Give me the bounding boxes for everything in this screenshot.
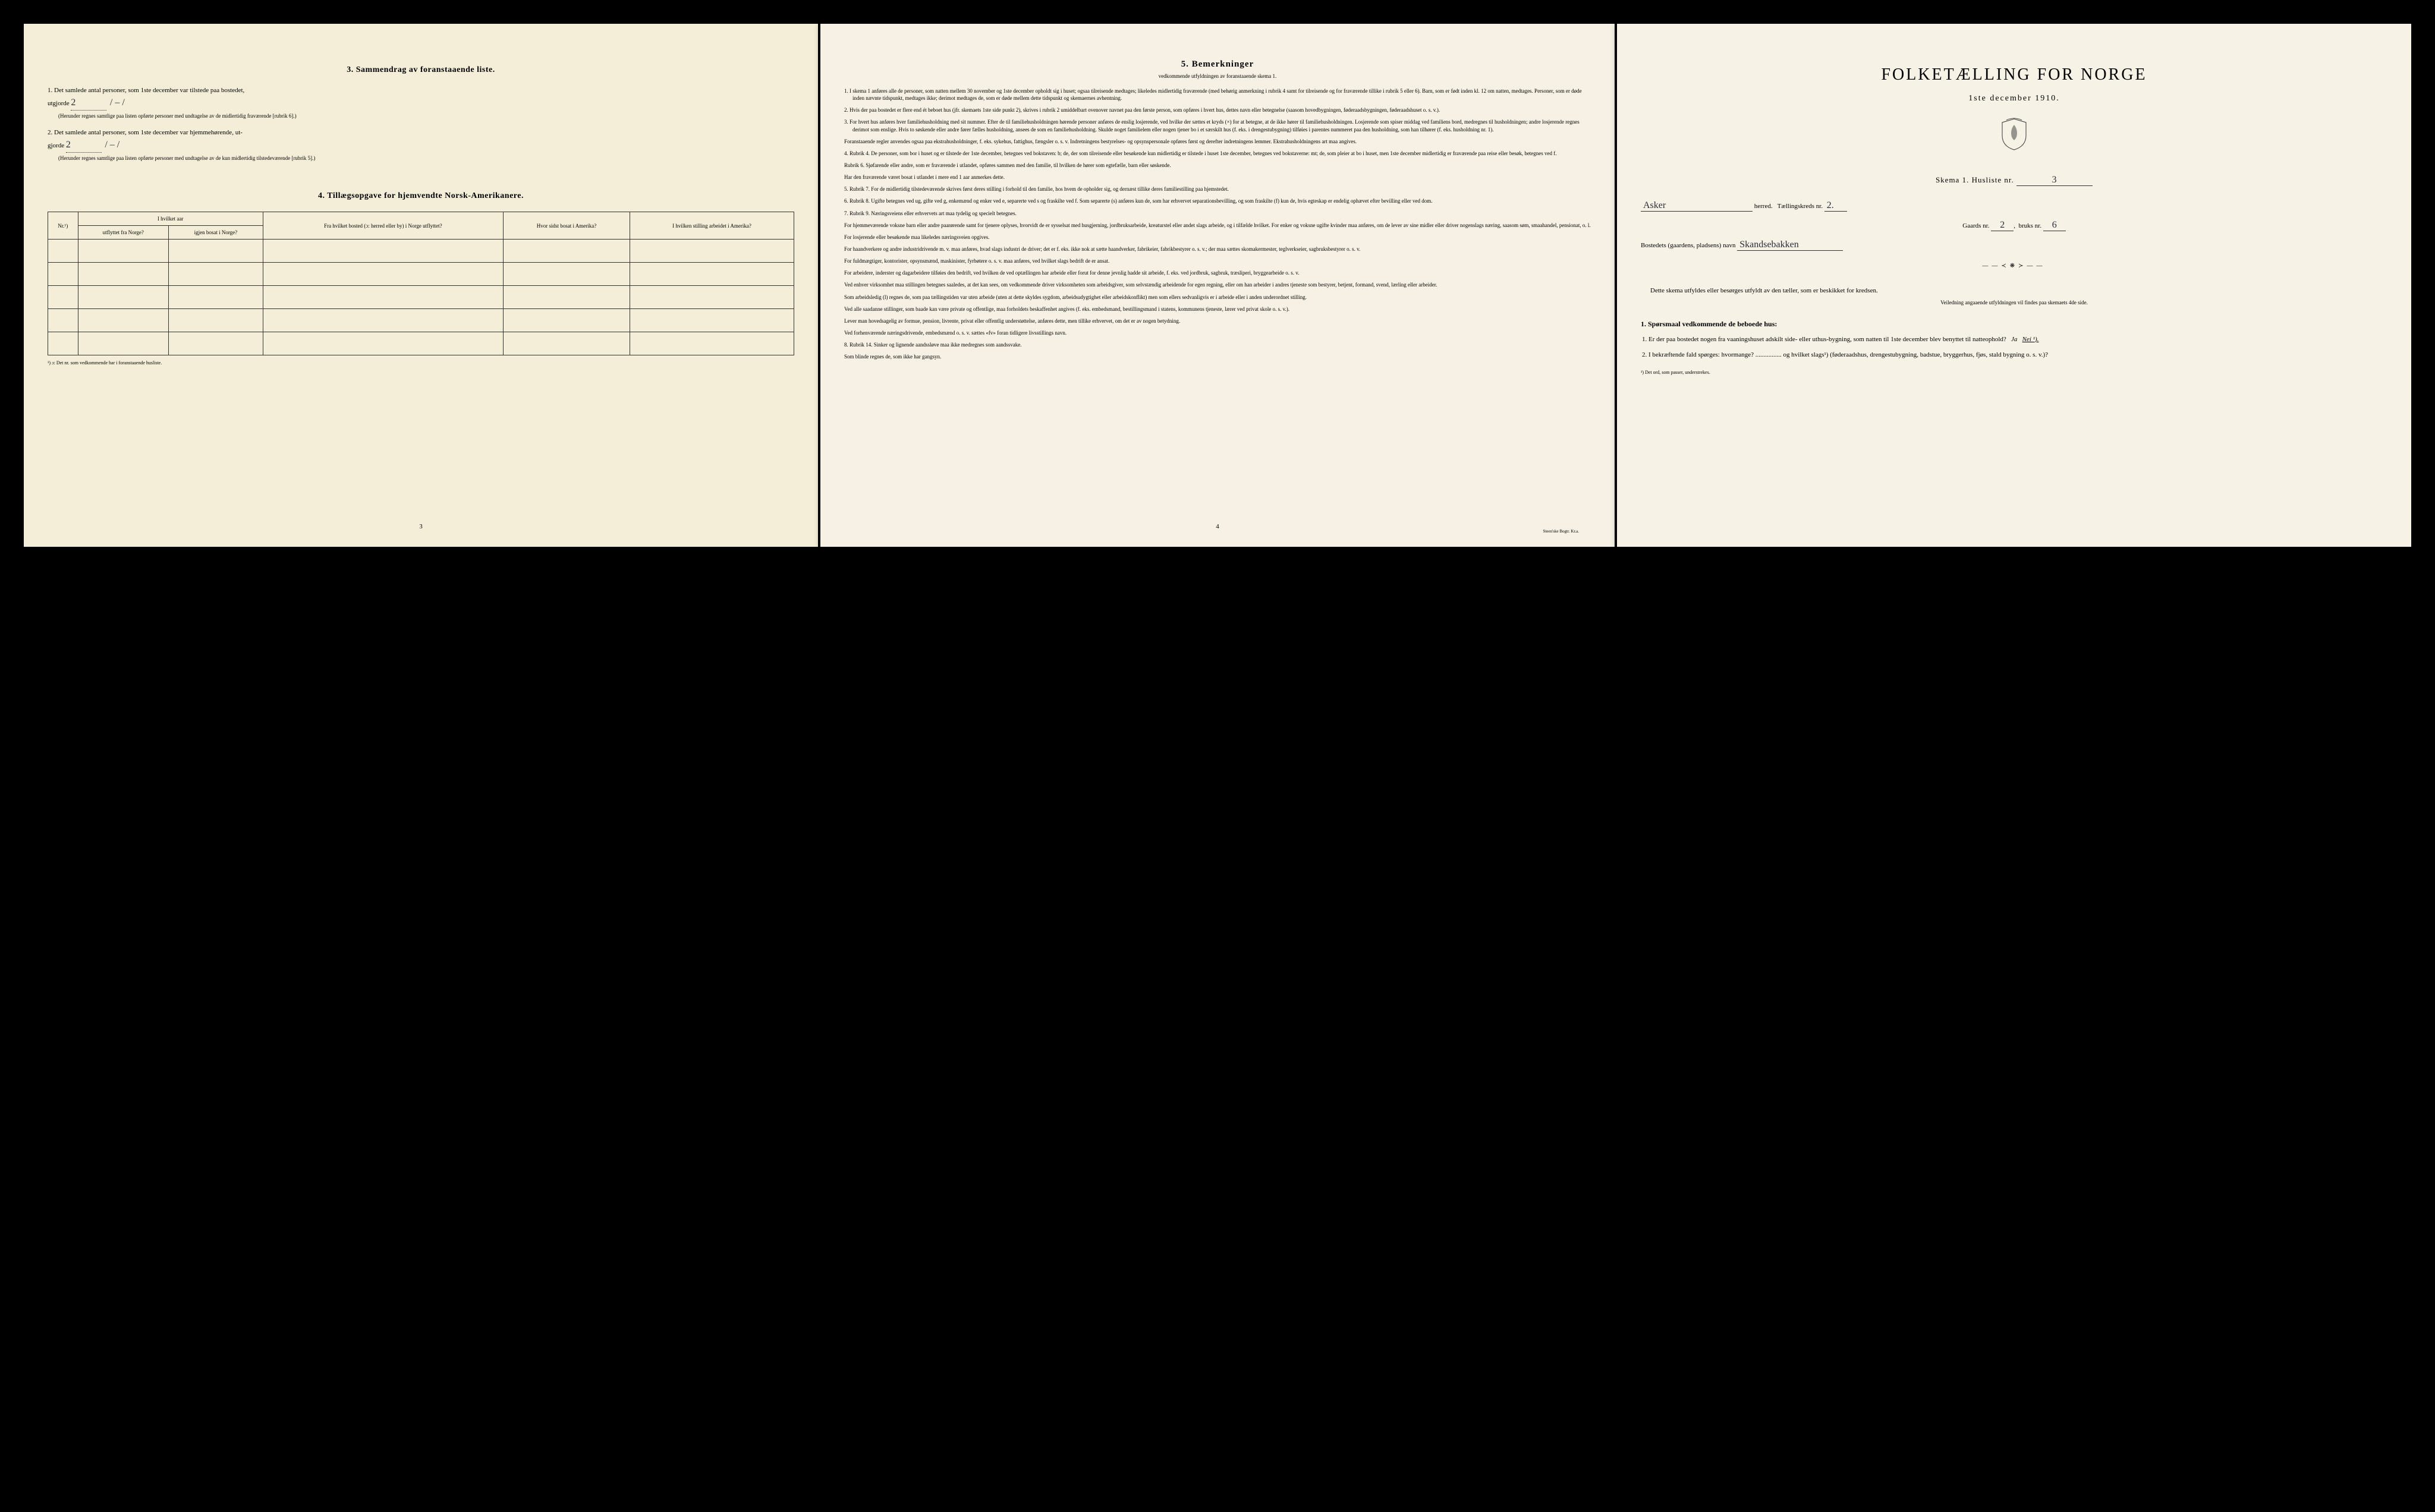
table-row — [48, 240, 794, 263]
printer-note: Steen'ske Bogtr. Kr.a. — [1543, 529, 1579, 534]
remark-item: 8. Rubrik 14. Sinker og lignende aandssl… — [844, 341, 1591, 348]
section5-title: 5. Bemerkninger — [844, 59, 1591, 70]
gaard-value: 2 — [1991, 220, 2014, 231]
remark-item: Ved alle saadanne stillinger, som baade … — [844, 305, 1591, 313]
intro-text: Dette skema utfyldes eller besørges utfy… — [1641, 286, 2387, 296]
remark-item: 4. Rubrik 4. De personer, som bor i huse… — [844, 150, 1591, 157]
table-row — [48, 263, 794, 286]
remark-item: For haandverkere og andre industridriven… — [844, 245, 1591, 253]
remark-item: For hjemmeværende voksne barn eller andr… — [844, 222, 1591, 229]
divider-ornament: ――≺❋≻―― — [1641, 263, 2387, 269]
bosted-line: Bostedets (gaardens, pladsens) navn Skan… — [1641, 240, 2387, 251]
remark-item: Foranstaaende regler anvendes ogsaa paa … — [844, 138, 1591, 145]
left-footnote: ¹) ɔ: Det nr. som vedkommende har i fora… — [48, 360, 794, 366]
remark-item: 2. Hvis der paa bostedet er flere end ét… — [844, 106, 1591, 114]
remark-item: Ved enhver virksomhet maa stillingen bet… — [844, 281, 1591, 288]
page-number: 3 — [419, 523, 423, 530]
page-left: 3. Sammendrag av foranstaaende liste. 1.… — [24, 24, 818, 547]
right-footnote: ¹) Det ord, som passer, understrekes. — [1641, 370, 2387, 375]
q2-value: 2 — [66, 138, 102, 153]
nei-underlined: Nei ¹). — [2022, 336, 2039, 343]
bosted-value: Skandsebakken — [1737, 240, 1843, 251]
table-row — [48, 332, 794, 355]
table-row — [48, 309, 794, 332]
page-right: FOLKETÆLLING FOR NORGE 1ste december 191… — [1617, 24, 2411, 547]
skema-line: Skema 1. Husliste nr. 3 — [1641, 175, 2387, 186]
section4-title: 4. Tillægsopgave for hjemvendte Norsk-Am… — [48, 191, 794, 201]
remarks-list: 1. I skema 1 anføres alle de personer, s… — [844, 87, 1591, 360]
coat-of-arms-icon — [1641, 118, 2387, 157]
q1-value: 2 — [71, 96, 106, 111]
remark-item: Ved forhenværende næringsdrivende, embed… — [844, 329, 1591, 336]
kreds-value: 2. — [1824, 200, 1847, 212]
main-title: FOLKETÆLLING FOR NORGE — [1641, 65, 2387, 84]
remark-item: Rubrik 6. Sjøfarende eller andre, som er… — [844, 162, 1591, 169]
left-q2: 2. Det samlede antal personer, som 1ste … — [48, 128, 794, 162]
date-line: 1ste december 1910. — [1641, 94, 2387, 103]
left-q1: 1. Det samlede antal personer, som 1ste … — [48, 86, 794, 119]
table-row — [48, 286, 794, 309]
herred-value: Asker — [1641, 200, 1753, 212]
page-number: 4 — [1216, 523, 1219, 530]
remark-item: For arbeidere, inderster og dagarbeidere… — [844, 269, 1591, 276]
remark-item: Som arbeidsledig (l) regnes de, som paa … — [844, 294, 1591, 301]
remark-item: Lever man hovedsagelig av formue, pensio… — [844, 317, 1591, 325]
right-q1: 1. Er der paa bostedet nogen fra vaaning… — [1641, 335, 2387, 345]
remark-item: Har den fraværende været bosat i utlande… — [844, 174, 1591, 181]
questions-heading: 1. Spørsmaal vedkommende de beboede hus: — [1641, 320, 2387, 329]
remark-item: 7. Rubrik 9. Næringsveiens eller erhverv… — [844, 210, 1591, 217]
remark-item: For fuldmægtiger, kontorister, opsynsmæn… — [844, 257, 1591, 264]
remark-item: 6. Rubrik 8. Ugifte betegnes ved ug, gif… — [844, 197, 1591, 204]
right-q2: 2. I bekræftende fald spørges: hvormange… — [1641, 350, 2387, 360]
husliste-nr: 3 — [2016, 175, 2093, 186]
remark-item: For losjerende eller besøkende maa likel… — [844, 234, 1591, 241]
herred-line: Asker herred. Tællingskreds nr. 2. — [1641, 200, 2387, 212]
remark-item: 1. I skema 1 anføres alle de personer, s… — [844, 87, 1591, 102]
bruk-value: 6 — [2043, 220, 2066, 231]
remark-item: Som blinde regnes de, som ikke har gangs… — [844, 353, 1591, 360]
section3-title: 3. Sammendrag av foranstaaende liste. — [48, 65, 794, 75]
remark-item: 5. Rubrik 7. For de midlertidig tilstede… — [844, 185, 1591, 193]
page-middle: 5. Bemerkninger vedkommende utfyldningen… — [820, 24, 1615, 547]
remark-item: 3. For hvert hus anføres hver familiehus… — [844, 118, 1591, 133]
gaard-line: Gaards nr. 2, bruks nr. 6 — [1641, 220, 2387, 231]
america-table: Nr.¹) I hvilket aar Fra hvilket bosted (… — [48, 212, 794, 355]
